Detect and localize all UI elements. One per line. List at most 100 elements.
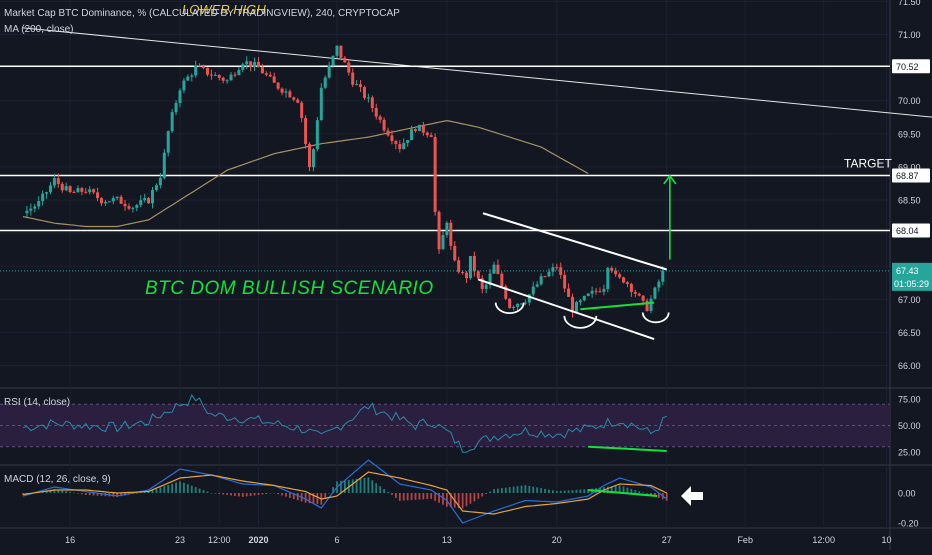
candle-body [209, 74, 213, 76]
macd-histogram-bar [241, 493, 244, 497]
macd-histogram-bar [49, 489, 52, 493]
candle-body [25, 210, 29, 214]
candle-body [386, 130, 390, 136]
candle-body [292, 97, 296, 100]
macd-histogram-bar [367, 477, 370, 493]
candle-body [319, 87, 323, 121]
macd-histogram-bar [304, 493, 307, 503]
pattern-arc [494, 302, 525, 314]
candle-body [366, 97, 370, 99]
macd-histogram-bar [398, 493, 401, 501]
candle-body [72, 191, 76, 193]
candle-body [449, 222, 453, 246]
level-price-tag [892, 223, 930, 238]
macd-histogram-bar [61, 490, 64, 493]
time-axis-label: 13 [442, 535, 452, 545]
candle-body [551, 267, 555, 272]
macd-histogram-bar [524, 485, 527, 493]
macd-histogram-bar [218, 493, 221, 494]
chart-title-legend: Market Cap BTC Dominance, % (CALCULATED … [4, 8, 404, 19]
candle-body [468, 256, 472, 279]
macd-histogram-bar [559, 490, 562, 493]
macd-histogram-bar [626, 487, 629, 493]
candle-body [394, 141, 398, 145]
candle-body [594, 290, 598, 292]
price-tick-label: 68.50 [898, 196, 921, 206]
candle-body [508, 298, 512, 308]
candle-body [276, 82, 280, 89]
macd-histogram-bar [504, 487, 507, 493]
macd-histogram-bar [198, 488, 201, 493]
macd-histogram-bar [84, 493, 87, 495]
candle-body [539, 276, 543, 285]
candle-body [343, 57, 347, 63]
candle-body [268, 74, 272, 77]
candle-body [661, 270, 665, 282]
candle-body [531, 286, 535, 295]
macd-histogram-bar [159, 487, 162, 493]
macd-histogram-bar [606, 486, 609, 493]
candle-body [629, 284, 633, 292]
macd-histogram-bar [387, 492, 389, 493]
macd-histogram-bar [269, 493, 272, 494]
macd-legend: MACD (12, 26, close, 9) [4, 474, 115, 485]
macd-histogram-bar [610, 486, 613, 493]
macd-histogram-bar [442, 493, 444, 505]
macd-histogram-bar [434, 493, 437, 501]
macd-histogram-bar [657, 493, 660, 498]
macd-histogram-bar [253, 493, 256, 496]
macd-histogram-bar [430, 493, 433, 499]
macd-histogram-bar [292, 493, 295, 500]
macd-histogram-bar [155, 488, 158, 493]
candle-body [308, 144, 312, 168]
candle-body [402, 142, 406, 150]
macd-histogram-bar [493, 489, 495, 493]
candle-body [496, 264, 500, 274]
candle-body [139, 200, 143, 206]
candle-body [92, 189, 96, 193]
macd-histogram-bar [391, 493, 393, 495]
candle-body [633, 291, 637, 294]
macd-histogram-bar [53, 489, 56, 493]
candle-body [174, 102, 178, 113]
candle-body [64, 186, 68, 191]
candle-body [154, 185, 158, 190]
candle-body [586, 293, 590, 296]
candle-body [610, 267, 614, 271]
candle-body [625, 282, 629, 285]
macd-histogram-bar [249, 493, 252, 496]
candle-body [213, 74, 217, 76]
macd-histogram-bar [351, 479, 354, 493]
pointer-arrow-icon [681, 486, 703, 506]
macd-histogram-bar [555, 491, 558, 493]
macd-histogram-bar [194, 487, 197, 493]
candle-body [249, 61, 253, 67]
candle-body [151, 189, 155, 204]
time-axis-label: 23 [175, 535, 185, 545]
candle-body [241, 64, 245, 70]
macd-histogram-bar [622, 486, 625, 493]
candle-body [323, 77, 327, 88]
candle-body [76, 188, 80, 193]
candle-body [543, 276, 547, 278]
candle-body [637, 293, 641, 296]
macd-histogram-bar [406, 493, 409, 501]
candle-body [582, 295, 586, 301]
macd-histogram-bar [544, 488, 546, 493]
last-price-tag [892, 262, 932, 291]
macd-histogram-bar [69, 492, 71, 493]
candle-body [417, 124, 421, 132]
macd-histogram-bar [316, 493, 319, 505]
candle-body [359, 84, 363, 88]
macd-histogram-bar [375, 483, 378, 493]
macd-histogram-bar [139, 492, 142, 494]
macd-histogram-bar [500, 488, 503, 493]
candle-body [107, 201, 111, 203]
macd-histogram-bar [481, 493, 484, 497]
macd-histogram-bar [414, 493, 417, 500]
macd-histogram-bar [230, 493, 232, 496]
macd-histogram-bar [551, 490, 554, 493]
candle-body [657, 281, 661, 288]
candle-body [476, 271, 480, 279]
candle-body [296, 99, 300, 103]
